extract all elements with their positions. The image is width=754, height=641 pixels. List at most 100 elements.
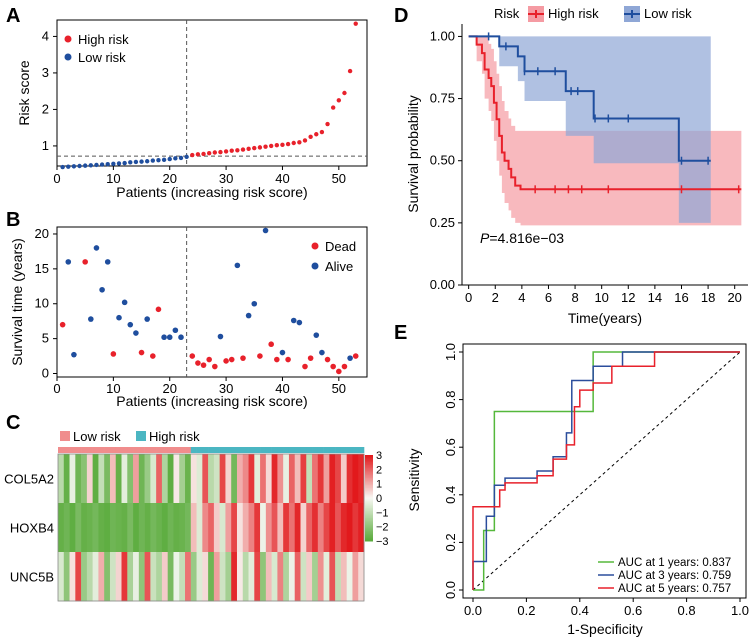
dead-patient-point bbox=[330, 363, 336, 370]
x-tick-label: 0.8 bbox=[678, 603, 696, 618]
low-risk-point bbox=[60, 164, 65, 170]
legend-alive-label: Alive bbox=[325, 259, 353, 274]
high-risk-point bbox=[190, 152, 195, 158]
heatmap-border bbox=[57, 453, 365, 602]
color-scale-segment bbox=[365, 485, 373, 488]
heatmap-cell bbox=[300, 503, 307, 553]
x-tick-label: 0 bbox=[53, 381, 60, 396]
color-scale-segment bbox=[365, 529, 373, 532]
high-risk-point bbox=[240, 147, 246, 152]
group-annotation-cell bbox=[115, 447, 122, 453]
heatmap-cell bbox=[312, 454, 319, 504]
color-scale-segment bbox=[365, 460, 373, 463]
heatmap-cell bbox=[352, 552, 359, 602]
alive-patient-point bbox=[178, 334, 184, 341]
heatmap-cell bbox=[127, 454, 134, 504]
color-scale-segment bbox=[365, 479, 373, 482]
x-tick-label: 18 bbox=[701, 290, 715, 305]
heatmap-cell bbox=[150, 503, 157, 553]
heatmap-cell bbox=[75, 503, 82, 553]
heatmap-cell bbox=[156, 503, 163, 553]
color-scale-segment bbox=[365, 518, 373, 520]
low-risk-point bbox=[128, 160, 133, 165]
group-annotation-cell bbox=[294, 447, 301, 453]
heatmap-cell bbox=[144, 454, 151, 504]
alive-patient-point bbox=[313, 332, 320, 338]
heatmap-cell bbox=[167, 503, 174, 553]
heatmap-cell bbox=[358, 503, 365, 553]
group-annotation-cell bbox=[283, 447, 290, 453]
dead-patient-point bbox=[82, 259, 88, 265]
low-risk-point bbox=[99, 162, 105, 167]
high-risk-point bbox=[252, 145, 257, 151]
y-tick-label: 1.00 bbox=[430, 28, 455, 43]
low-risk-point bbox=[173, 156, 178, 161]
heatmap-cell bbox=[358, 552, 365, 602]
heatmap-cell bbox=[265, 454, 272, 504]
color-scale-segment bbox=[365, 469, 373, 472]
group-annotation-cell bbox=[317, 447, 324, 453]
x-tick-label: 30 bbox=[219, 171, 233, 186]
heatmap-cell bbox=[265, 503, 272, 553]
dead-patient-point bbox=[324, 356, 331, 363]
high-risk-point bbox=[342, 90, 347, 96]
y-tick-label: 0.8 bbox=[443, 391, 458, 409]
dead-patient-point bbox=[138, 349, 145, 356]
color-scale-segment bbox=[365, 480, 373, 483]
alive-patient-point bbox=[347, 355, 353, 361]
heatmap-cell bbox=[156, 552, 163, 602]
legend-low-risk-swatch bbox=[64, 53, 72, 61]
x-tick-label: 10 bbox=[594, 290, 608, 305]
risk-score-x-label: Patients (increasing risk score) bbox=[116, 184, 307, 200]
color-scale-label: −1 bbox=[376, 507, 389, 519]
heatmap-cell bbox=[329, 503, 336, 553]
color-scale-segment bbox=[365, 495, 373, 498]
y-tick-label: 5 bbox=[42, 331, 49, 346]
dead-patient-point bbox=[268, 341, 274, 348]
color-scale-segment bbox=[365, 523, 373, 526]
group-annotation-cell bbox=[213, 447, 220, 453]
color-scale-segment bbox=[365, 486, 373, 489]
low-risk-survival-curve bbox=[468, 35, 711, 162]
group-annotation-cell bbox=[121, 447, 128, 453]
y-tick-label: 0.6 bbox=[443, 438, 458, 456]
high-risk-point bbox=[280, 142, 285, 148]
heatmap-cell bbox=[190, 454, 197, 504]
x-tick-label: 50 bbox=[332, 171, 346, 186]
heatmap-cell bbox=[196, 454, 203, 504]
low-risk-point bbox=[122, 160, 127, 166]
heatmap-cell bbox=[98, 503, 105, 553]
heatmap-cell bbox=[86, 454, 93, 504]
alive-patient-point bbox=[290, 317, 297, 324]
heatmap-cell bbox=[161, 503, 168, 553]
heatmap-row-label: UNC5B bbox=[10, 570, 54, 585]
group-annotation-cell bbox=[323, 447, 330, 453]
heatmap-cell bbox=[288, 552, 296, 602]
high-risk-point bbox=[314, 132, 319, 137]
heatmap-cell bbox=[312, 552, 319, 602]
low-risk-point bbox=[139, 159, 144, 164]
x-tick-label: 1.0 bbox=[731, 603, 749, 618]
group-annotation-cell bbox=[161, 447, 168, 453]
heatmap-cell bbox=[104, 503, 111, 553]
survival-time-y-label: Survival time (years) bbox=[9, 238, 25, 366]
x-tick-label: 6 bbox=[545, 290, 552, 305]
group-annotation-cell bbox=[104, 447, 111, 453]
group-annotation-cell bbox=[58, 447, 65, 453]
heatmap-cell bbox=[213, 503, 220, 553]
dead-patient-point bbox=[59, 321, 66, 328]
alive-patient-point bbox=[133, 330, 139, 336]
group-annotation-cell bbox=[265, 447, 272, 453]
color-scale-segment bbox=[365, 462, 373, 465]
color-scale-segment bbox=[365, 526, 373, 529]
group-annotation-cell bbox=[150, 447, 157, 453]
heatmap-cell bbox=[202, 552, 209, 602]
heatmap-cell bbox=[75, 454, 82, 504]
heatmap-cell bbox=[121, 503, 128, 553]
legend-high-risk-box bbox=[136, 431, 146, 441]
x-tick-label: 0.2 bbox=[517, 603, 535, 618]
heatmap-cell bbox=[283, 454, 290, 504]
color-scale-segment bbox=[365, 498, 373, 500]
x-tick-label: 40 bbox=[275, 381, 289, 396]
heatmap-cell bbox=[86, 552, 93, 602]
